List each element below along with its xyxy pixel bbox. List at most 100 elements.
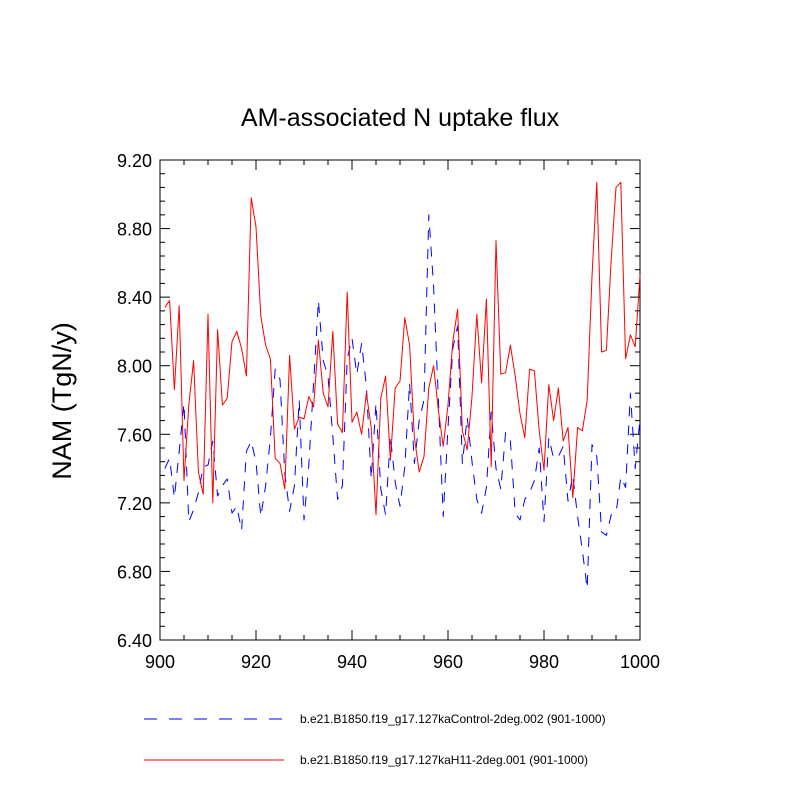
y-tick-label: 7.60 bbox=[117, 425, 152, 445]
data-point bbox=[587, 399, 588, 400]
data-point bbox=[524, 437, 525, 438]
data-point bbox=[395, 387, 396, 388]
x-tick-label: 920 bbox=[241, 652, 271, 672]
data-point bbox=[390, 459, 391, 460]
data-point bbox=[529, 369, 530, 370]
data-point bbox=[217, 495, 218, 496]
data-point bbox=[601, 531, 602, 532]
data-point bbox=[611, 259, 612, 260]
data-point bbox=[515, 375, 516, 376]
x-tick-label: 980 bbox=[529, 652, 559, 672]
data-point bbox=[500, 489, 501, 490]
data-point bbox=[558, 456, 559, 457]
data-point bbox=[543, 521, 544, 522]
data-point bbox=[318, 339, 319, 340]
data-point bbox=[246, 375, 247, 376]
data-point bbox=[577, 516, 578, 517]
data-point bbox=[505, 432, 506, 433]
data-point bbox=[596, 456, 597, 457]
data-point bbox=[467, 417, 468, 418]
data-point bbox=[327, 406, 328, 407]
data-point bbox=[548, 437, 549, 438]
data-point bbox=[169, 458, 170, 459]
data-point bbox=[519, 519, 520, 520]
data-point bbox=[500, 374, 501, 375]
data-point bbox=[414, 463, 415, 464]
data-point bbox=[462, 430, 463, 431]
data-point bbox=[332, 435, 333, 436]
data-point bbox=[174, 389, 175, 390]
data-point bbox=[639, 418, 640, 419]
data-point bbox=[179, 305, 180, 306]
data-point bbox=[361, 343, 362, 344]
data-point bbox=[241, 348, 242, 349]
plot-border bbox=[159, 159, 641, 641]
data-point bbox=[423, 456, 424, 457]
data-point bbox=[620, 477, 621, 478]
data-point bbox=[471, 396, 472, 397]
data-point bbox=[371, 427, 372, 428]
data-point bbox=[567, 427, 568, 428]
data-point bbox=[366, 386, 367, 387]
data-point bbox=[179, 451, 180, 452]
data-point bbox=[231, 513, 232, 514]
data-point bbox=[481, 513, 482, 514]
series-layer bbox=[164, 181, 641, 590]
data-point bbox=[476, 499, 477, 500]
data-point bbox=[313, 406, 314, 407]
data-point bbox=[572, 497, 573, 498]
data-point bbox=[467, 449, 468, 450]
data-point bbox=[639, 274, 640, 275]
data-point bbox=[385, 375, 386, 376]
data-point bbox=[471, 461, 472, 462]
data-point bbox=[495, 468, 496, 469]
data-point bbox=[419, 420, 420, 421]
data-point bbox=[582, 430, 583, 431]
data-point bbox=[279, 379, 280, 380]
data-point bbox=[188, 405, 189, 406]
data-point bbox=[404, 466, 405, 467]
data-point bbox=[491, 466, 492, 467]
legend-label-1: b.e21.B1850.f19_g17.127kaControl-2deg.00… bbox=[300, 712, 606, 726]
data-point bbox=[601, 351, 602, 352]
data-point bbox=[615, 187, 616, 188]
data-point bbox=[169, 300, 170, 301]
data-point bbox=[539, 430, 540, 431]
data-point bbox=[279, 463, 280, 464]
data-point bbox=[183, 480, 184, 481]
y-tick-label: 8.40 bbox=[117, 288, 152, 308]
data-point bbox=[577, 427, 578, 428]
data-point bbox=[563, 441, 564, 442]
data-point bbox=[635, 346, 636, 347]
data-point bbox=[447, 405, 448, 406]
data-point bbox=[361, 434, 362, 435]
x-tick-label: 1000 bbox=[620, 652, 660, 672]
x-axis-ticks: 900 920 940 960 980 1000 bbox=[145, 160, 660, 672]
data-point bbox=[193, 509, 194, 510]
data-point bbox=[193, 360, 194, 361]
data-point bbox=[323, 393, 324, 394]
data-point bbox=[548, 384, 549, 385]
data-point bbox=[491, 411, 492, 412]
data-point bbox=[323, 360, 324, 361]
data-point bbox=[519, 413, 520, 414]
data-point bbox=[327, 375, 328, 376]
data-point bbox=[347, 291, 348, 292]
data-point bbox=[476, 314, 477, 315]
data-point bbox=[212, 441, 213, 442]
data-point bbox=[241, 530, 242, 531]
data-point bbox=[414, 437, 415, 438]
data-point bbox=[596, 182, 597, 183]
data-point bbox=[270, 358, 271, 359]
data-point bbox=[582, 550, 583, 551]
data-point bbox=[409, 345, 410, 346]
data-point bbox=[553, 458, 554, 459]
data-point bbox=[183, 403, 184, 404]
data-point bbox=[227, 478, 228, 479]
data-point bbox=[227, 398, 228, 399]
data-point bbox=[342, 485, 343, 486]
data-point bbox=[395, 482, 396, 483]
series-line-2 bbox=[164, 181, 641, 516]
data-point bbox=[275, 458, 276, 459]
data-point bbox=[246, 451, 247, 452]
